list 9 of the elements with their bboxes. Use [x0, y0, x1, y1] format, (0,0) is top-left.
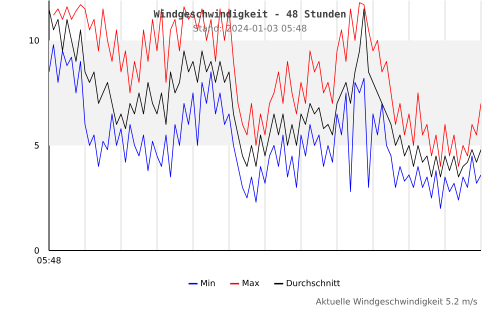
legend-label: Max	[242, 280, 260, 286]
y-tick-label: 5	[34, 142, 39, 148]
line-series	[49, 44, 481, 209]
legend-label: Min	[201, 279, 215, 286]
legend-label: Durchschnitt	[286, 279, 340, 286]
y-tick-label: 0	[34, 247, 39, 254]
text: Aktuelle Windgeschwindigkeit 5.2 m/s	[316, 298, 478, 306]
y-tick-label: 10	[30, 36, 39, 44]
text: 05:48	[37, 256, 61, 264]
